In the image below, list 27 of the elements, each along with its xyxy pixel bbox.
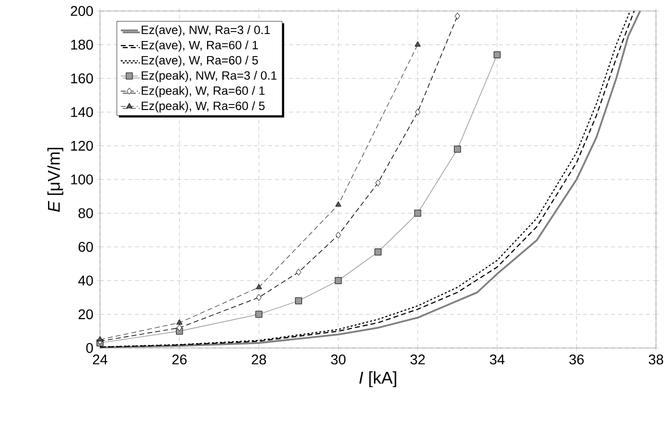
legend-label: Ez(ave), NW, Ra=3 / 0.1 [142, 25, 270, 36]
x-tick-label: 26 [172, 354, 187, 364]
y-tick-label: 100 [71, 174, 93, 184]
x-tick-label: 28 [252, 354, 266, 364]
y-tick-label: 140 [71, 107, 93, 118]
y-tick-label: 20 [78, 309, 93, 320]
legend-label: Ez(peak), W, Ra=60 / 5 [142, 101, 265, 112]
y-tick-label: 160 [71, 73, 93, 84]
y-tick-label: 180 [71, 40, 93, 50]
y-tick-label: 120 [71, 140, 93, 151]
legend-label: Ez(peak), W, Ra=60 / 1 [142, 86, 265, 98]
legend-label: Ez(peak), NW, Ra=3 / 0.1 [142, 70, 277, 82]
y-axis-title: E [μV/m] [47, 148, 64, 212]
x-tick-label: 34 [490, 354, 505, 364]
x-tick-label: 32 [410, 354, 425, 364]
x-axis-title: I [kA] [359, 371, 396, 388]
y-tick-label: 0 [86, 343, 93, 353]
x-tick-label: 30 [331, 354, 346, 364]
legend-label: Ez(ave), W, Ra=60 / 1 [142, 40, 258, 52]
y-tick-label: 40 [78, 276, 93, 286]
x-tick-label: 38 [648, 354, 664, 364]
y-tick-label: 200 [70, 6, 93, 16]
y-tick-label: 80 [78, 208, 93, 218]
legend-label: Ez(ave), W, Ra=60 / 5 [142, 56, 258, 67]
x-tick-label: 24 [92, 354, 108, 364]
x-tick-label: 36 [569, 354, 584, 364]
y-tick-label: 60 [78, 242, 93, 252]
